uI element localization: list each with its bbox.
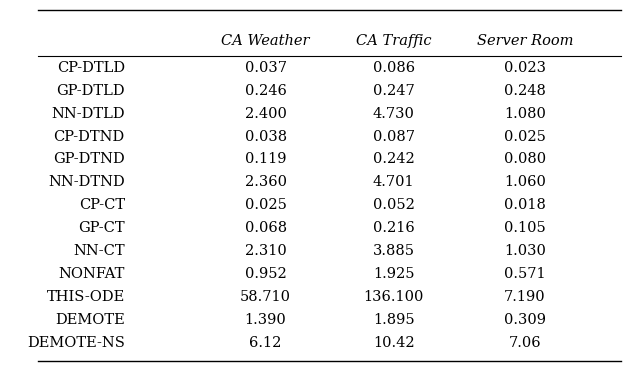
Text: 58.710: 58.710 [240,290,291,304]
Text: 0.242: 0.242 [372,152,415,166]
Text: CP-DTLD: CP-DTLD [57,61,125,75]
Text: 7.06: 7.06 [509,336,541,350]
Text: 4.701: 4.701 [372,175,415,189]
Text: NN-DTND: NN-DTND [48,175,125,189]
Text: 0.571: 0.571 [504,267,546,281]
Text: 0.037: 0.037 [244,61,287,75]
Text: 0.246: 0.246 [244,84,287,98]
Text: 0.025: 0.025 [244,198,287,212]
Text: NN-DTLD: NN-DTLD [51,107,125,121]
Text: 0.105: 0.105 [504,221,546,235]
Text: Server Room: Server Room [477,34,573,48]
Text: 0.087: 0.087 [372,130,415,144]
Text: GP-DTND: GP-DTND [53,152,125,166]
Text: 0.119: 0.119 [245,152,286,166]
Text: 0.248: 0.248 [504,84,546,98]
Text: 7.190: 7.190 [504,290,546,304]
Text: CP-DTND: CP-DTND [54,130,125,144]
Text: THIS-ODE: THIS-ODE [47,290,125,304]
Text: CA Weather: CA Weather [221,34,310,48]
Text: DEMOTE-NS: DEMOTE-NS [27,336,125,350]
Text: 0.018: 0.018 [504,198,546,212]
Text: 0.023: 0.023 [504,61,546,75]
Text: 1.080: 1.080 [504,107,546,121]
Text: DEMOTE: DEMOTE [55,313,125,327]
Text: CA Traffic: CA Traffic [356,34,431,48]
Text: 0.247: 0.247 [372,84,415,98]
Text: 0.068: 0.068 [244,221,287,235]
Text: 1.925: 1.925 [373,267,414,281]
Text: 0.086: 0.086 [372,61,415,75]
Text: 1.060: 1.060 [504,175,546,189]
Text: 2.310: 2.310 [244,244,287,258]
Text: 1.030: 1.030 [504,244,546,258]
Text: 0.038: 0.038 [244,130,287,144]
Text: 0.025: 0.025 [504,130,546,144]
Text: CP-CT: CP-CT [79,198,125,212]
Text: 0.080: 0.080 [504,152,546,166]
Text: 0.216: 0.216 [372,221,415,235]
Text: GP-CT: GP-CT [78,221,125,235]
Text: 0.052: 0.052 [372,198,415,212]
Text: 136.100: 136.100 [364,290,424,304]
Text: 1.390: 1.390 [244,313,287,327]
Text: 0.309: 0.309 [504,313,546,327]
Text: NONFAT: NONFAT [58,267,125,281]
Text: 10.42: 10.42 [372,336,415,350]
Text: 3.885: 3.885 [372,244,415,258]
Text: 1.895: 1.895 [372,313,415,327]
Text: 2.400: 2.400 [244,107,287,121]
Text: NN-CT: NN-CT [73,244,125,258]
Text: 6.12: 6.12 [250,336,282,350]
Text: 0.952: 0.952 [244,267,287,281]
Text: GP-DTLD: GP-DTLD [56,84,125,98]
Text: 4.730: 4.730 [372,107,415,121]
Text: 2.360: 2.360 [244,175,287,189]
